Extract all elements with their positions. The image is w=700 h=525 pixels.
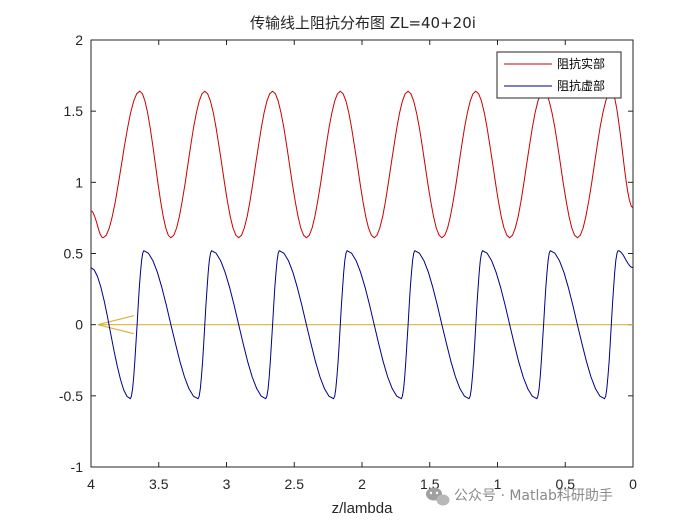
- x-tick-label: 3: [223, 476, 231, 492]
- x-tick-label: 3.5: [149, 476, 169, 492]
- legend-label-real: 阻抗实部: [557, 56, 605, 71]
- series-line-imag: [90, 250, 634, 400]
- legend: 阻抗实部 阻抗虚部: [496, 51, 622, 99]
- y-tick-label: 1.5: [64, 103, 84, 119]
- tick-labels: 4 3.5 3 2.5 2 1.5 1 0.5 021.510.50-0.5-1: [59, 32, 637, 492]
- x-tick-label: 1: [494, 476, 502, 492]
- y-tick-label: 0: [75, 317, 83, 333]
- x-tick-label: 0.5: [556, 476, 576, 492]
- y-tick-label: 2: [75, 32, 83, 48]
- y-tick-label: 0.5: [64, 246, 84, 262]
- wechat-icon: [426, 487, 450, 506]
- y-tick-label: -1: [71, 459, 84, 475]
- y-tick-label: 1: [75, 174, 83, 190]
- chart-title: 传输线上阻抗分布图 ZL=40+20i: [250, 14, 476, 32]
- x-tick-label: 2: [358, 476, 366, 492]
- watermark: 公众号 · Matlab科研助手: [426, 487, 613, 506]
- x-tick-label: 4: [87, 476, 95, 492]
- x-axis-label: z/lambda: [332, 500, 394, 517]
- zero-line-arrowhead: [97, 315, 134, 335]
- series-line-real: [90, 90, 634, 239]
- legend-box: [496, 51, 622, 99]
- x-tick-label: 2.5: [285, 476, 305, 492]
- legend-label-imag: 阻抗虚部: [557, 78, 605, 93]
- watermark-text: 公众号 · Matlab科研助手: [454, 488, 613, 504]
- y-tick-label: -0.5: [59, 388, 83, 404]
- plot-area: [90, 39, 634, 468]
- x-tick-label: 0: [629, 476, 637, 492]
